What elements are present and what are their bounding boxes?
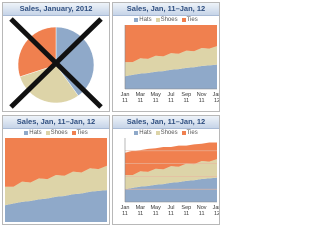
legend-swatch xyxy=(24,131,29,135)
x-tick-label: Nov 11 xyxy=(196,205,207,217)
chart-svg xyxy=(5,138,107,222)
chart-title: Sales, Jan, 11–Jan, 12 xyxy=(3,116,109,129)
area-series xyxy=(125,46,217,77)
chart-panel: Sales, Jan, 11–Jan, 12 Hats Shoes Ties Jan 1… xyxy=(112,2,220,112)
area-series xyxy=(5,190,107,222)
pie-slice xyxy=(17,26,57,78)
legend: Hats Shoes Ties xyxy=(3,130,109,136)
legend-label: Ties xyxy=(186,130,198,136)
legend-swatch xyxy=(181,131,186,135)
legend: Hats Shoes Ties xyxy=(113,17,219,23)
legend-item: Ties xyxy=(181,17,198,23)
x-tick-label: Mar 11 xyxy=(135,205,146,217)
legend-label: Shoes xyxy=(160,17,178,23)
area-series xyxy=(125,177,217,202)
cross-line xyxy=(9,17,103,109)
x-tick-label: Sep 11 xyxy=(181,92,192,104)
chart-svg xyxy=(124,138,217,203)
chart-panel: Sales, January, 2012 xyxy=(2,2,110,112)
x-tick-label: Jan 11 xyxy=(120,92,130,104)
legend-label: Shoes xyxy=(50,130,68,136)
pie-slice xyxy=(19,64,79,104)
legend-label: Shoes xyxy=(160,130,178,136)
chart-panel: Sales, Jan, 11–Jan, 12 Hats Shoes Ties xyxy=(2,115,110,225)
chart-svg xyxy=(124,25,217,90)
legend-label: Hats xyxy=(139,130,152,136)
x-tick-label: May 11 xyxy=(150,92,161,104)
legend-item: Hats xyxy=(134,17,152,23)
chart-title: Sales, January, 2012 xyxy=(3,3,109,16)
legend-item: Ties xyxy=(181,130,198,136)
legend-swatch xyxy=(181,18,186,22)
legend-swatch xyxy=(134,18,139,22)
x-tick-label: Jul 11 xyxy=(167,205,175,217)
chart-title: Sales, Jan, 11–Jan, 12 xyxy=(113,116,219,129)
legend-swatch xyxy=(134,131,139,135)
legend-item: Shoes xyxy=(155,17,178,23)
x-tick-label: Mar 11 xyxy=(135,92,146,104)
area-series xyxy=(125,159,217,190)
x-tick-label: Jan 11 xyxy=(120,205,130,217)
x-tick-label: Sep 11 xyxy=(181,205,192,217)
legend-label: Ties xyxy=(186,17,198,23)
area-series xyxy=(125,64,217,89)
x-tick-label: Jan 12 xyxy=(212,92,220,104)
legend-item: Shoes xyxy=(155,130,178,136)
dashboard: Sales, January, 2012 Sales, Jan, 11–Jan, … xyxy=(2,2,220,225)
x-tick-label: Nov 11 xyxy=(196,92,207,104)
legend-swatch xyxy=(155,131,160,135)
legend-item: Hats xyxy=(24,130,42,136)
x-tick-label: May 11 xyxy=(150,205,161,217)
chart-svg xyxy=(9,17,103,109)
x-tick-label: Jul 11 xyxy=(167,92,175,104)
legend-label: Ties xyxy=(76,130,88,136)
legend-label: Hats xyxy=(29,130,42,136)
legend-label: Hats xyxy=(139,17,152,23)
legend-item: Hats xyxy=(134,130,152,136)
legend-item: Ties xyxy=(71,130,88,136)
x-tick-label: Jan 12 xyxy=(212,205,220,217)
legend: Hats Shoes Ties xyxy=(113,130,219,136)
chart-title: Sales, Jan, 11–Jan, 12 xyxy=(113,3,219,16)
legend-swatch xyxy=(45,131,50,135)
legend-swatch xyxy=(155,18,160,22)
legend-swatch xyxy=(71,131,76,135)
area-series xyxy=(5,138,107,187)
area-series xyxy=(5,165,107,206)
legend-item: Shoes xyxy=(45,130,68,136)
chart-panel: Sales, Jan, 11–Jan, 12 Hats Shoes Ties Jan 1… xyxy=(112,115,220,225)
area-series xyxy=(125,25,217,63)
